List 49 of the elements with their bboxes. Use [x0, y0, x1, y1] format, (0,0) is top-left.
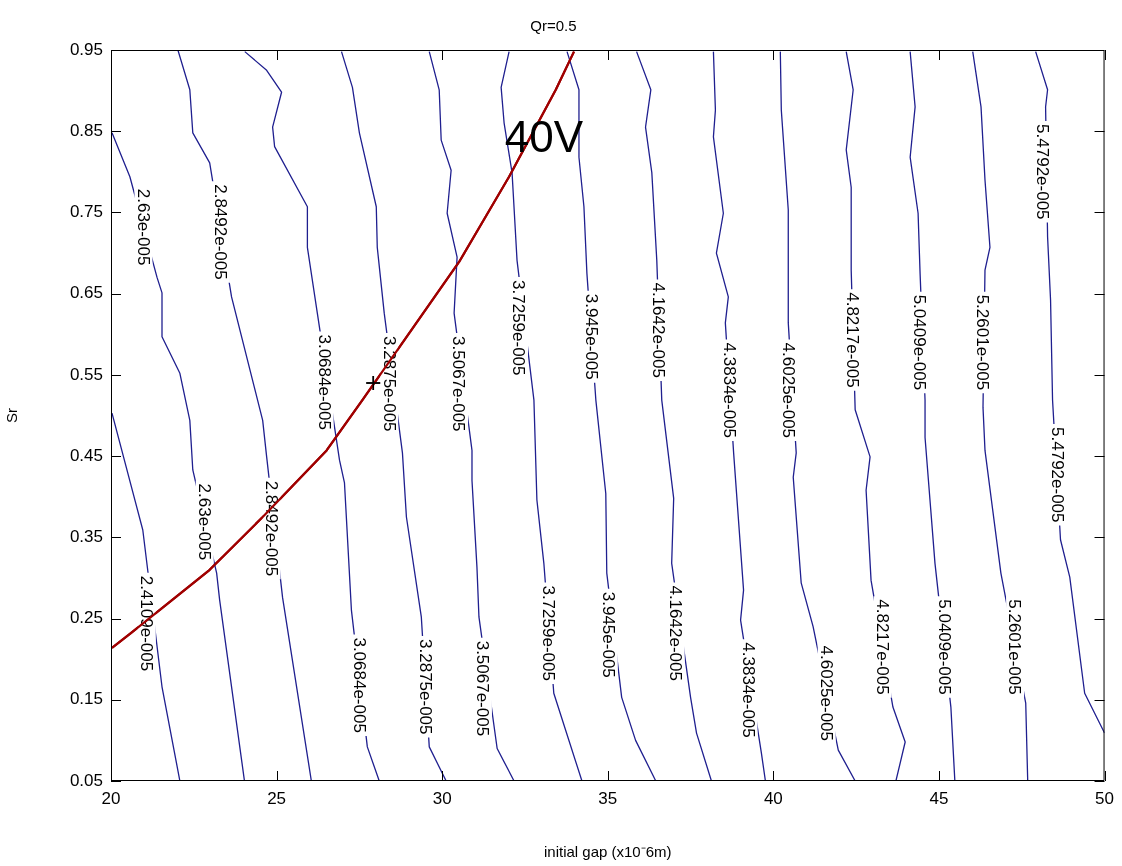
x-tick-label: 40: [763, 788, 783, 808]
annotation: 3.2875e-005: [415, 639, 435, 735]
y-tick-label: 0.95: [69, 39, 103, 59]
annotation: 5.4792e-005: [1047, 427, 1067, 523]
annotation: 4.6025e-005: [817, 645, 836, 742]
annotation: 5.4792e-005: [1032, 124, 1052, 220]
y-tick-label: 0.85: [69, 120, 103, 140]
annotation: 2.63e-005: [133, 188, 153, 266]
annotation: 3.5067e-005: [473, 640, 493, 737]
x-tick-label: 20: [101, 788, 121, 808]
y-tick-label: 0.75: [69, 202, 103, 222]
y-tick-label: 0.55: [69, 364, 103, 384]
annotation: 4.8217e-005: [843, 292, 863, 388]
y-axis-title: Sr: [3, 408, 21, 423]
annotation: 4.8217e-005: [872, 599, 892, 695]
annotation: 4.6025e-005: [778, 342, 798, 439]
x-tick-label: 25: [267, 788, 287, 808]
y-tick-label: 0.65: [69, 283, 103, 303]
annotation: 4.3834e-005: [719, 342, 739, 439]
x-axis-title: initial gap (x10⁻6m): [543, 843, 672, 861]
annotation: 3.2875e-005: [379, 336, 399, 432]
annotation: 2.63e-005: [195, 483, 215, 561]
annotation: 5.2601e-005: [1005, 599, 1025, 695]
chart-title: Qr=0.5: [530, 17, 577, 35]
y-tick-label: 0.45: [69, 445, 103, 465]
annotation: 5.0409e-005: [910, 294, 930, 391]
annotation: 3.945e-005: [599, 591, 619, 678]
annotation: 5.2601e-005: [973, 294, 993, 391]
annotation: 2.8492e-005: [211, 184, 231, 280]
annotation: 3.7259e-005: [509, 280, 529, 376]
x-tick-label: 45: [929, 788, 949, 808]
annotation: 4.1642e-005: [665, 585, 685, 681]
annotation: 3.5067e-005: [449, 336, 469, 432]
annotation: 2.4109e-005: [137, 575, 157, 672]
y-tick-label: 0.35: [69, 527, 103, 547]
annotation: 2.8492e-005: [261, 480, 281, 577]
annotation: 3.0684e-005: [314, 334, 334, 430]
annotation: 4.3834e-005: [738, 642, 758, 738]
x-tick-label: 50: [1095, 788, 1115, 808]
x-tick-label: 35: [598, 788, 618, 808]
y-tick-label: 0.15: [69, 689, 103, 709]
annotation: 3.945e-005: [581, 293, 601, 380]
y-tick-label: 0.05: [69, 770, 103, 790]
annotation: 3.7259e-005: [539, 585, 559, 681]
annotation: 5.0409e-005: [934, 599, 954, 695]
y-tick-label: 0.25: [69, 608, 103, 628]
annotation: 4.1642e-005: [649, 282, 669, 378]
annotation: 3.0684e-005: [350, 637, 370, 733]
x-tick-label: 30: [432, 788, 452, 808]
